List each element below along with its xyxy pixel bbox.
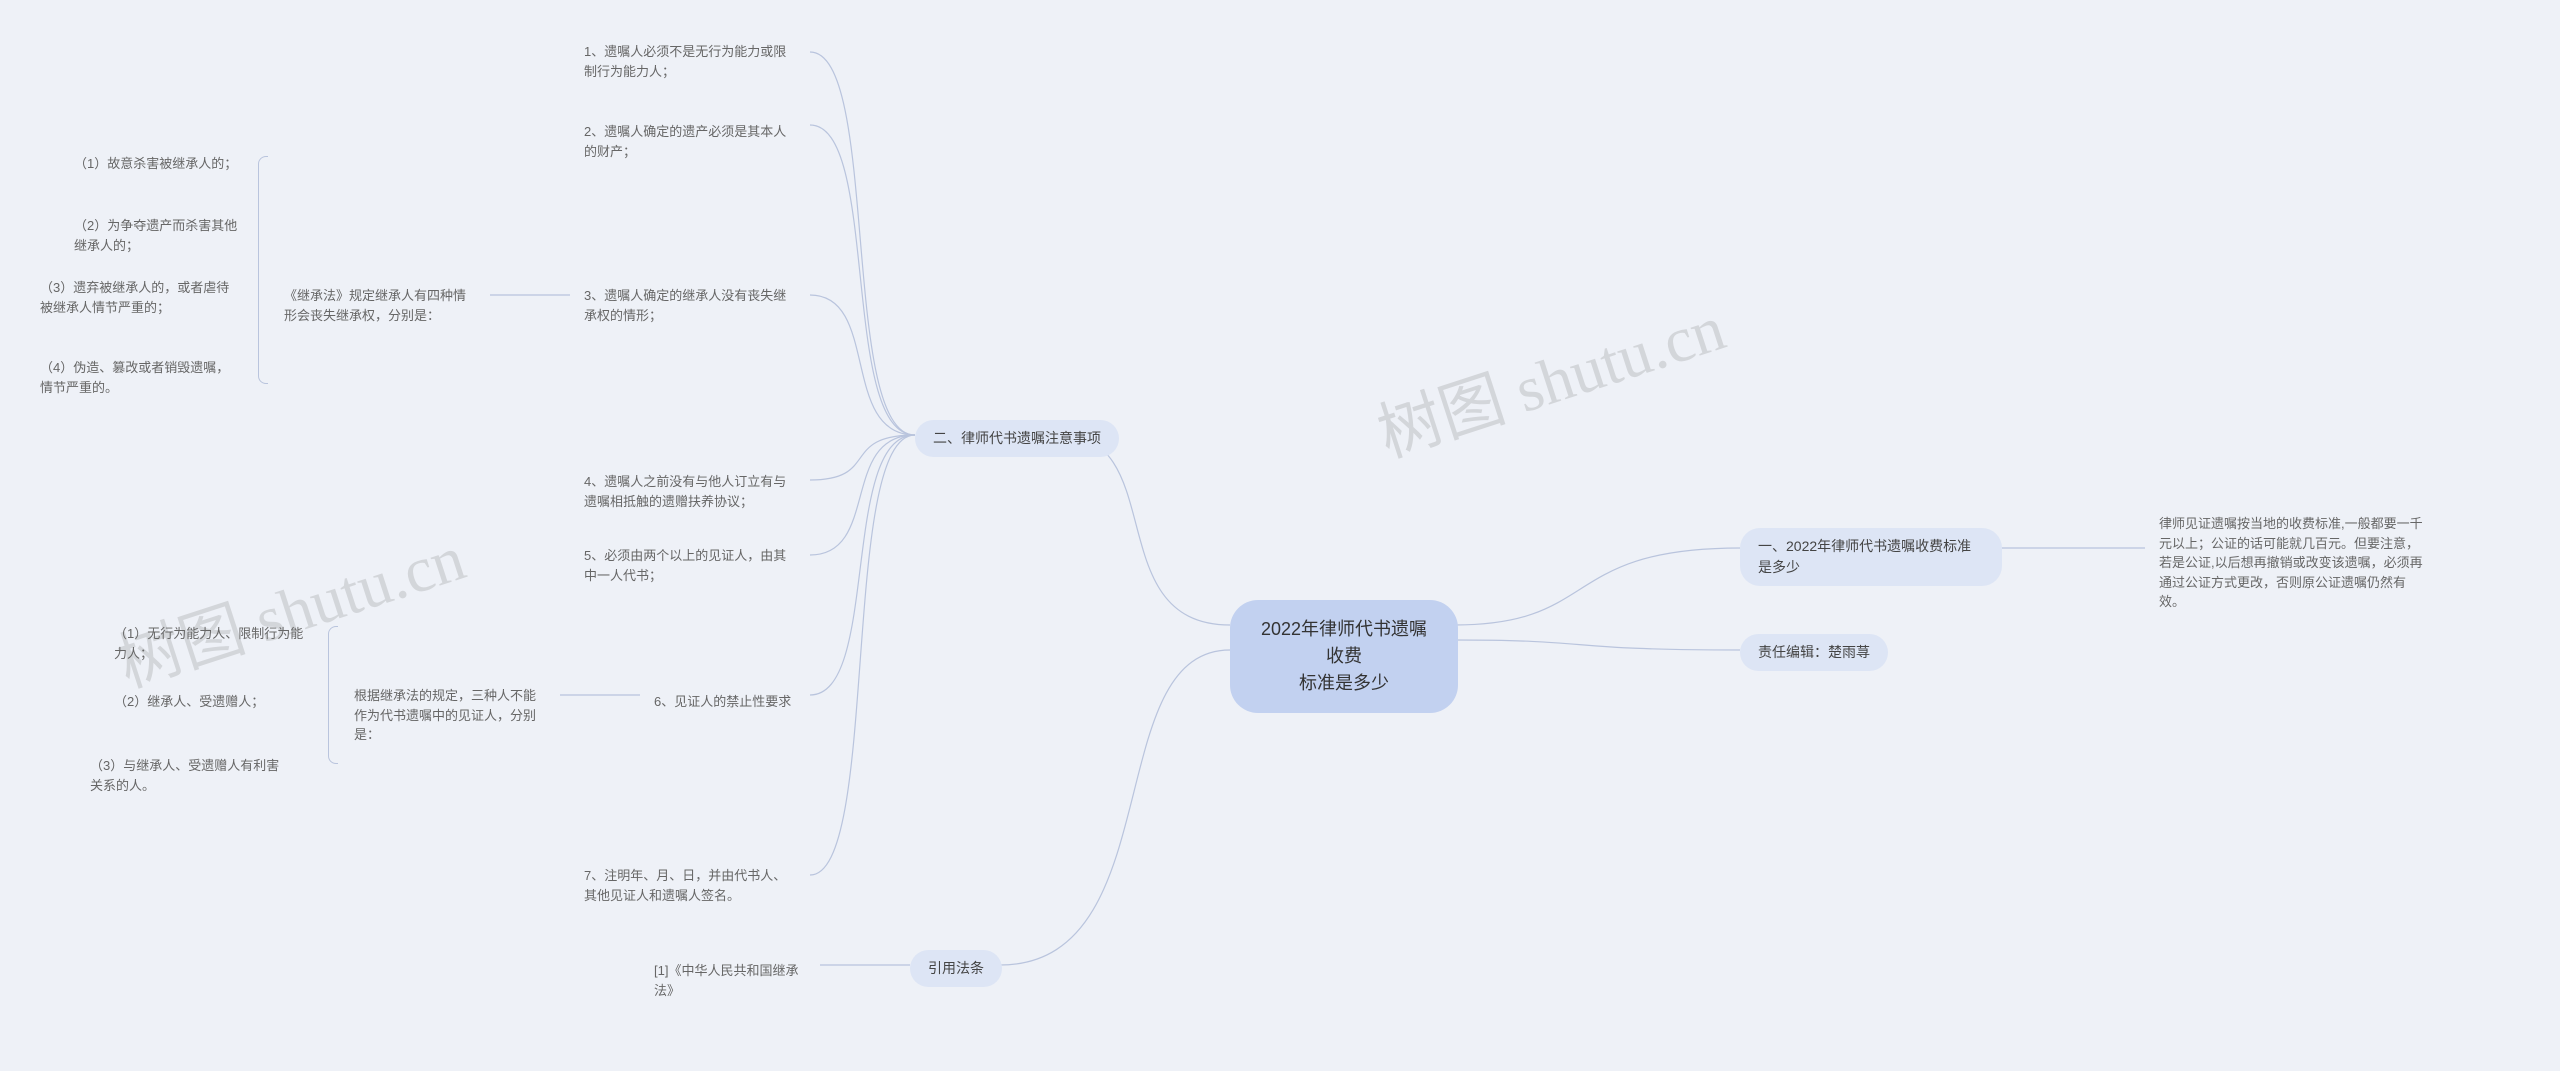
leaf-i3-d: （4）伪造、篡改或者销毁遗嘱，情节严重的。 xyxy=(26,352,246,403)
branch-citations: 引用法条 xyxy=(910,950,1002,987)
leaf-item4: 4、遗嘱人之前没有与他人订立有与遗嘱相抵触的遗赠扶养协议； xyxy=(570,466,810,517)
leaf-item1: 1、遗嘱人必须不是无行为能力或限制行为能力人； xyxy=(570,36,810,87)
leaf-item2: 2、遗嘱人确定的遗产必须是其本人的财产； xyxy=(570,116,810,167)
leaf-item3-subtitle: 《继承法》规定继承人有四种情形会丧失继承权，分别是： xyxy=(270,280,490,331)
leaf-i6-a: （1）无行为能力人、限制行为能力人； xyxy=(100,618,320,669)
watermark: 树图 shutu.cn xyxy=(105,507,475,705)
root-title-line1: 2022年律师代书遗嘱收费 xyxy=(1258,616,1430,670)
leaf-i3-b: （2）为争夺遗产而杀害其他继承人的； xyxy=(60,210,260,261)
branch-section2: 二、律师代书遗嘱注意事项 xyxy=(915,420,1119,457)
leaf-section1-detail: 律师见证遗嘱按当地的收费标准,一般都要一千元以上；公证的话可能就几百元。但要注意… xyxy=(2145,508,2445,618)
leaf-i6-c: （3）与继承人、受遗赠人有利害关系的人。 xyxy=(76,750,296,801)
watermark: 树图 shutu.cn xyxy=(1365,277,1735,475)
leaf-item7: 7、注明年、月、日，并由代书人、其他见证人和遗嘱人签名。 xyxy=(570,860,810,911)
leaf-item3: 3、遗嘱人确定的继承人没有丧失继承权的情形； xyxy=(570,280,810,331)
root-node: 2022年律师代书遗嘱收费 标准是多少 xyxy=(1230,600,1458,713)
bracket-item3 xyxy=(258,156,268,384)
leaf-i3-a: （1）故意杀害被继承人的； xyxy=(60,148,260,180)
branch-section1: 一、2022年律师代书遗嘱收费标准是多少 xyxy=(1740,528,2002,586)
bracket-item6 xyxy=(328,626,338,764)
leaf-i6-b: （2）继承人、受遗赠人； xyxy=(100,686,320,718)
leaf-item6-subtitle: 根据继承法的规定，三种人不能作为代书遗嘱中的见证人，分别是： xyxy=(340,680,560,751)
leaf-i3-c: （3）遗弃被继承人的，或者虐待被继承人情节严重的； xyxy=(26,272,246,323)
leaf-citation-item: [1]《中华人民共和国继承法》 xyxy=(640,955,820,1006)
branch-editor: 责任编辑：楚雨荨 xyxy=(1740,634,1888,671)
leaf-item6: 6、见证人的禁止性要求 xyxy=(640,686,810,718)
leaf-item5: 5、必须由两个以上的见证人，由其中一人代书； xyxy=(570,540,810,591)
root-title-line2: 标准是多少 xyxy=(1258,670,1430,697)
